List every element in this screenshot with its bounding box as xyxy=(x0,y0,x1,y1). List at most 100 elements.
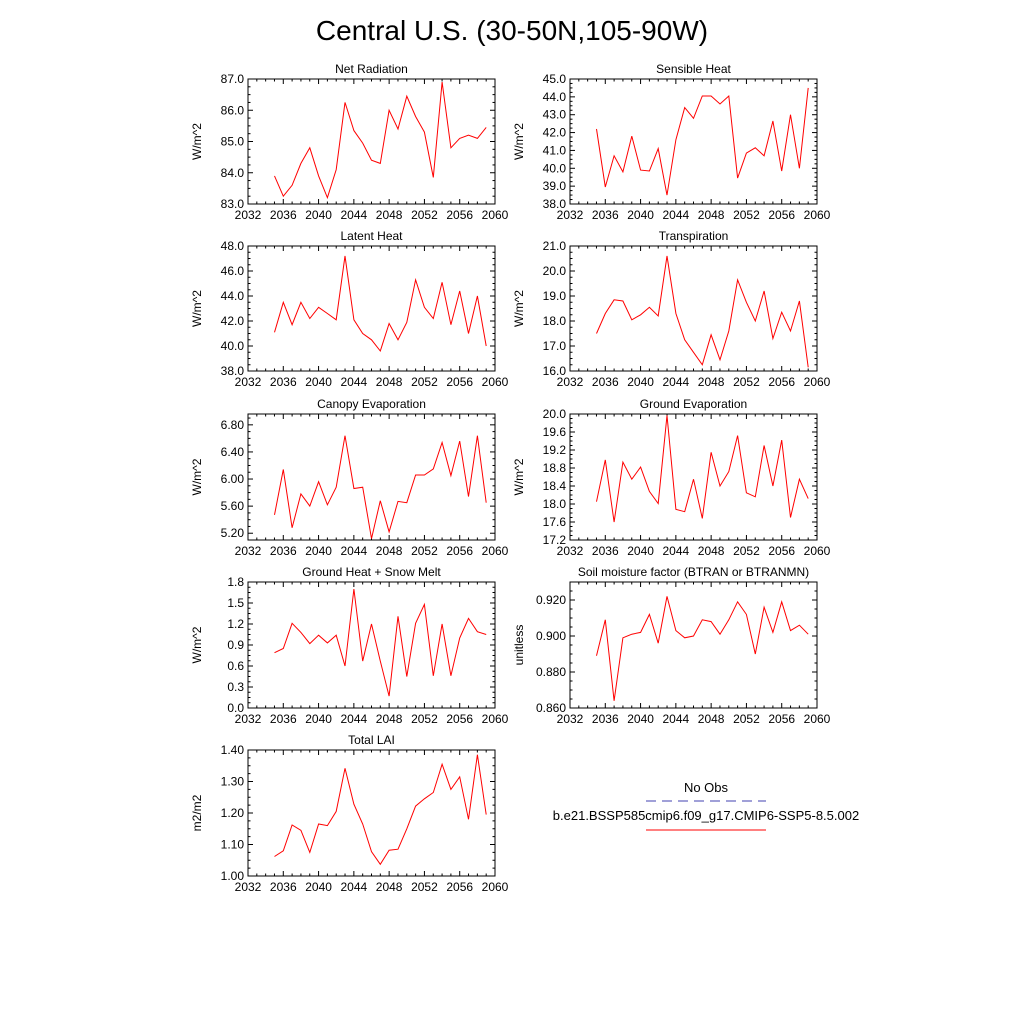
x-tick-label: 2040 xyxy=(305,544,332,558)
x-tick-label: 2060 xyxy=(804,544,831,558)
x-tick-label: 2048 xyxy=(376,208,403,222)
y-tick-label: 17.6 xyxy=(543,515,567,529)
plot-frame xyxy=(569,413,818,541)
y-tick-label: 38.0 xyxy=(543,197,567,211)
x-tick-label: 2040 xyxy=(627,544,654,558)
legend-model-label: b.e21.BSSP585cmip6.f09_g17.CMIP6-SSP5-8.… xyxy=(553,808,859,823)
panel-title: Soil moisture factor (BTRAN or BTRANMN) xyxy=(578,565,809,579)
x-tick-label: 2032 xyxy=(235,712,262,726)
panel-title: Transpiration xyxy=(659,229,729,243)
x-tick-label: 2044 xyxy=(663,375,690,389)
plot-frame xyxy=(247,749,496,877)
x-tick-label: 2032 xyxy=(557,712,584,726)
y-tick-label: 0.880 xyxy=(536,665,566,679)
x-tick-label: 2048 xyxy=(698,375,725,389)
x-tick-label: 2036 xyxy=(270,544,297,558)
plot-frame xyxy=(247,245,496,372)
x-tick-label: 2032 xyxy=(557,544,584,558)
y-tick-label: 1.10 xyxy=(221,838,245,852)
y-tick-label: 83.0 xyxy=(221,197,245,211)
plot-frame xyxy=(569,581,818,709)
x-tick-label: 2032 xyxy=(557,375,584,389)
x-tick-label: 2060 xyxy=(482,880,509,894)
x-tick-label: 2036 xyxy=(270,208,297,222)
y-tick-label: 0.9 xyxy=(227,638,244,652)
y-tick-label: 0.900 xyxy=(536,629,566,643)
x-tick-label: 2032 xyxy=(235,208,262,222)
x-tick-label: 2056 xyxy=(446,208,473,222)
x-tick-label: 2052 xyxy=(411,880,438,894)
x-tick-label: 2032 xyxy=(235,544,262,558)
series-line xyxy=(274,435,487,539)
y-tick-label: 1.5 xyxy=(227,596,244,610)
x-tick-label: 2048 xyxy=(376,880,403,894)
series-line xyxy=(596,596,809,701)
y-tick-label: 39.0 xyxy=(543,179,567,193)
y-axis-label: W/m^2 xyxy=(190,626,204,663)
y-tick-label: 5.20 xyxy=(221,526,245,540)
x-tick-label: 2060 xyxy=(804,712,831,726)
chart-panel: Ground Heat + Snow Melt 2032 2036 2040 2044 2… xyxy=(190,565,509,726)
x-tick-label: 2036 xyxy=(592,712,619,726)
x-tick-label: 2036 xyxy=(270,712,297,726)
x-tick-label: 2056 xyxy=(446,544,473,558)
y-tick-label: 18.0 xyxy=(543,314,567,328)
y-tick-label: 19.6 xyxy=(543,425,567,439)
y-tick-label: 41.0 xyxy=(543,143,567,157)
x-tick-label: 2036 xyxy=(592,375,619,389)
chart-panel: Canopy Evaporation 2032 2036 2040 2044 2048 20… xyxy=(190,397,509,558)
y-tick-label: 87.0 xyxy=(221,72,245,86)
x-tick-label: 2060 xyxy=(482,208,509,222)
chart-panel: Total LAI 2032 2036 2040 2044 2048 2052 2056 206… xyxy=(190,733,509,894)
y-tick-label: 0.6 xyxy=(227,659,244,673)
x-tick-label: 2044 xyxy=(341,208,368,222)
x-tick-label: 2032 xyxy=(557,208,584,222)
y-tick-label: 1.00 xyxy=(221,869,245,883)
y-tick-label: 43.0 xyxy=(543,108,567,122)
y-tick-label: 1.2 xyxy=(227,617,244,631)
y-axis-label: m2/m2 xyxy=(190,794,204,831)
series-line xyxy=(596,87,809,196)
y-tick-label: 6.80 xyxy=(221,418,245,432)
y-tick-label: 20.0 xyxy=(543,407,567,421)
chart-panel: Ground Evaporation 2032 2036 2040 2044 2048 20… xyxy=(512,397,831,558)
y-tick-label: 18.4 xyxy=(543,479,567,493)
y-axis-label: W/m^2 xyxy=(512,123,526,160)
y-tick-label: 1.40 xyxy=(221,743,245,757)
chart-panel: Transpiration 2032 2036 2040 2044 2048 2052 205… xyxy=(512,229,831,389)
y-tick-label: 42.0 xyxy=(543,126,567,140)
plot-frame xyxy=(247,413,496,541)
y-tick-label: 0.0 xyxy=(227,701,244,715)
x-tick-label: 2032 xyxy=(235,375,262,389)
x-tick-label: 2056 xyxy=(768,375,795,389)
y-tick-label: 40.0 xyxy=(543,161,567,175)
series-line xyxy=(274,82,487,200)
figure-title: Central U.S. (30-50N,105-90W) xyxy=(316,15,708,46)
x-tick-label: 2056 xyxy=(446,375,473,389)
x-tick-label: 2056 xyxy=(446,880,473,894)
x-tick-label: 2052 xyxy=(733,208,760,222)
x-tick-label: 2044 xyxy=(663,544,690,558)
x-tick-label: 2040 xyxy=(305,880,332,894)
x-tick-label: 2036 xyxy=(592,208,619,222)
legend-obs-label: No Obs xyxy=(684,780,729,795)
x-tick-label: 2048 xyxy=(698,544,725,558)
y-tick-label: 18.8 xyxy=(543,461,567,475)
y-tick-label: 40.0 xyxy=(221,339,245,353)
y-tick-label: 84.0 xyxy=(221,166,245,180)
x-tick-label: 2052 xyxy=(411,712,438,726)
chart-panel: Net Radiation 2032 2036 2040 2044 2048 2052 205… xyxy=(190,62,509,222)
chart-panel: Latent Heat 2032 2036 2040 2044 2048 2052 2056 2… xyxy=(190,229,509,389)
series-line xyxy=(274,754,487,866)
y-axis-label: W/m^2 xyxy=(512,290,526,327)
panel-title: Total LAI xyxy=(348,733,395,747)
x-tick-label: 2060 xyxy=(804,375,831,389)
x-tick-label: 2040 xyxy=(305,712,332,726)
y-tick-label: 0.920 xyxy=(536,593,566,607)
y-tick-label: 1.20 xyxy=(221,806,245,820)
y-tick-label: 38.0 xyxy=(221,364,245,378)
x-tick-label: 2060 xyxy=(804,208,831,222)
x-tick-label: 2040 xyxy=(627,375,654,389)
x-tick-label: 2040 xyxy=(627,712,654,726)
series-line xyxy=(596,255,809,368)
